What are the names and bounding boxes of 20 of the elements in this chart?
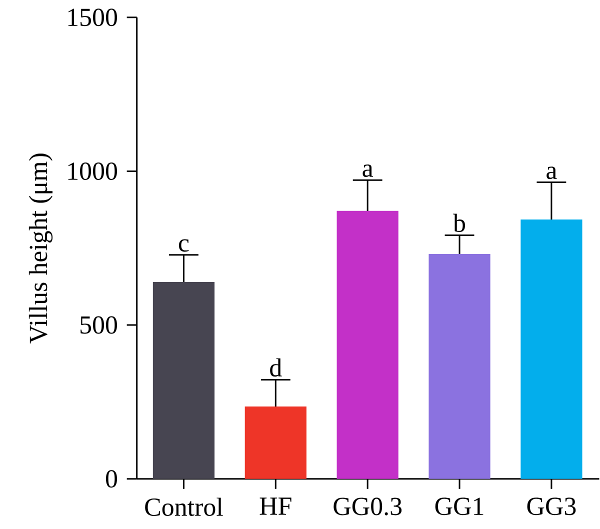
bar (520, 220, 582, 479)
y-tick-label: 0 (106, 470, 118, 488)
annotation: b (453, 214, 466, 232)
y-tick-label: 500 (80, 316, 117, 334)
x-tick-label: Control (145, 498, 223, 516)
x-tick-label: GG1 (435, 498, 484, 516)
y-tick-label: 1500 (68, 8, 117, 26)
x-tick-label: HF (260, 498, 292, 515)
annotation: a (546, 166, 557, 180)
annotation: a (362, 164, 373, 178)
x-tick-label: GG0.3 (334, 498, 402, 516)
bar (152, 282, 215, 479)
bar (244, 406, 306, 479)
annotation: d (270, 358, 282, 377)
y-tick-label: 1000 (68, 162, 117, 180)
bar (428, 254, 490, 479)
y-axis-title: Villus height (μm) (28, 154, 53, 344)
x-tick-label: GG3 (527, 498, 576, 516)
bar (336, 211, 398, 479)
annotation: c (178, 239, 189, 252)
